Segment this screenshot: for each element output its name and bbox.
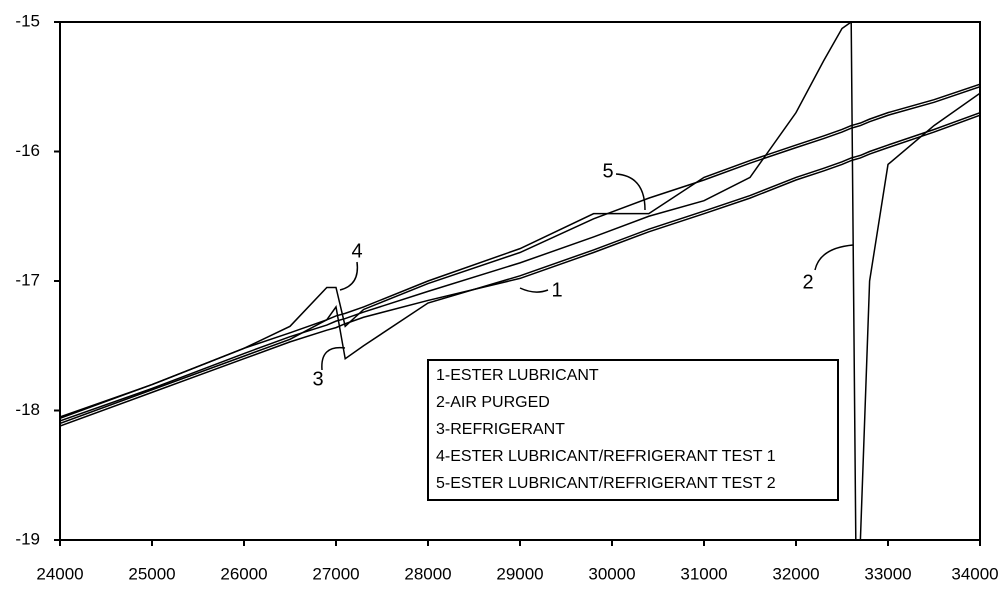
x-tick-label: 27000 (312, 564, 359, 583)
x-tick-label: 25000 (128, 564, 175, 583)
x-tick-label: 33000 (864, 564, 911, 583)
x-tick-label: 24000 (36, 564, 83, 583)
x-tick-label: 28000 (404, 564, 451, 583)
series-group (60, 22, 980, 540)
legend-entry: 5-ESTER LUBRICANT/REFRIGERANT TEST 2 (436, 475, 776, 492)
x-tick-label: 26000 (220, 564, 267, 583)
series-line (60, 83, 980, 418)
leader-line (339, 261, 359, 291)
annotation: 2 (802, 271, 813, 293)
leader-line (321, 346, 346, 371)
annotation: 4 (351, 240, 362, 262)
leader-line (615, 173, 646, 211)
series-line (60, 22, 980, 540)
legend-entry: 2-AIR PURGED (436, 394, 550, 411)
x-tick-label: 29000 (496, 564, 543, 583)
x-tick-label: 34000 (951, 564, 998, 583)
x-tick-label: 30000 (588, 564, 635, 583)
y-tick-label: -16 (15, 141, 40, 160)
annotation: 5 (602, 160, 613, 182)
x-tick-label: 31000 (680, 564, 727, 583)
leader-line (814, 244, 854, 271)
x-tick-label: 32000 (772, 564, 819, 583)
legend-entry: 4-ESTER LUBRICANT/REFRIGERANT TEST 1 (436, 448, 776, 465)
series-line (60, 86, 980, 419)
legend-box (427, 359, 839, 501)
legend-entry: 1-ESTER LUBRICANT (436, 367, 599, 384)
leader-lines (321, 173, 854, 371)
series-line (60, 114, 980, 427)
leader-line (519, 287, 549, 293)
y-tick-label: -17 (15, 270, 40, 289)
y-tick-label: -18 (15, 400, 40, 419)
annotation: 3 (312, 368, 323, 390)
legend-entry: 3-REFRIGERANT (436, 421, 565, 438)
annotation: 1 (551, 279, 562, 301)
y-tick-label: -19 (15, 529, 40, 548)
y-tick-label: -15 (15, 11, 40, 30)
series-line (60, 111, 980, 425)
